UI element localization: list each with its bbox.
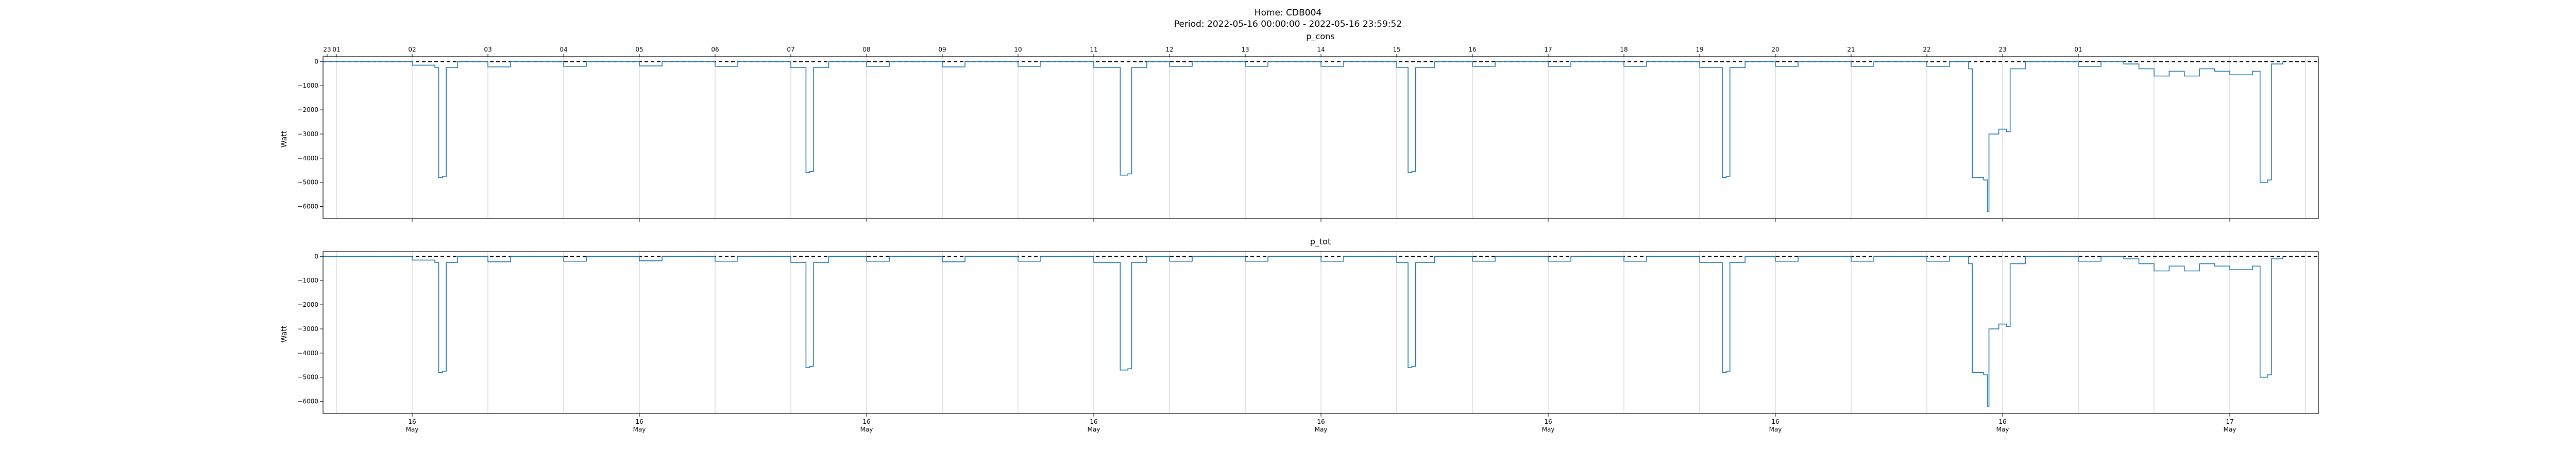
series-line-p_tot bbox=[321, 256, 2283, 407]
top-hour-label: 08 bbox=[862, 46, 870, 53]
top-hour-label: 13 bbox=[1241, 46, 1249, 53]
top-hour-label: 18 bbox=[1620, 46, 1628, 53]
top-hour-label: 15 bbox=[1393, 46, 1400, 53]
date-label-day: 16 bbox=[1317, 418, 1325, 425]
y-tick-label: −5000 bbox=[297, 374, 318, 381]
top-hour-label: 03 bbox=[484, 46, 492, 53]
chart-title-p-cons: p_cons bbox=[1306, 31, 1334, 42]
top-hour-label: 21 bbox=[1847, 46, 1855, 53]
date-label-month: May bbox=[860, 426, 873, 433]
date-label-month: May bbox=[2224, 426, 2236, 433]
date-label-day: 16 bbox=[635, 418, 643, 425]
top-hour-label: 02 bbox=[408, 46, 416, 53]
date-label-month: May bbox=[1996, 426, 2009, 433]
y-tick-label: −3000 bbox=[297, 325, 318, 333]
top-hour-label: 14 bbox=[1317, 46, 1325, 53]
top-hour-label: 19 bbox=[1696, 46, 1703, 53]
date-label-day: 16 bbox=[1998, 418, 2006, 425]
top-hour-label: 01 bbox=[332, 46, 340, 53]
date-label-month: May bbox=[1088, 426, 1100, 433]
top-hour-label: 10 bbox=[1014, 46, 1022, 53]
y-tick-label: 0 bbox=[314, 58, 318, 65]
y-axis-label-p-cons: Watt bbox=[280, 130, 289, 147]
y-tick-label: −2000 bbox=[297, 301, 318, 308]
top-hour-label: 12 bbox=[1165, 46, 1173, 53]
date-label-day: 16 bbox=[1090, 418, 1097, 425]
figure-title-home: Home: CDB004 bbox=[1255, 8, 1321, 18]
date-label-month: May bbox=[1315, 426, 1328, 433]
top-hour-label: 01 bbox=[2074, 46, 2082, 53]
y-tick-label: −2000 bbox=[297, 106, 318, 113]
y-tick-label: −1000 bbox=[297, 82, 318, 89]
top-hour-label: 04 bbox=[560, 46, 567, 53]
y-tick-label: −6000 bbox=[297, 203, 318, 210]
date-label-month: May bbox=[406, 426, 419, 433]
series-line-p_cons bbox=[321, 61, 2283, 212]
top-hour-label: 09 bbox=[938, 46, 946, 53]
y-tick-label: −6000 bbox=[297, 398, 318, 405]
date-label-day: 16 bbox=[862, 418, 870, 425]
y-tick-label: −4000 bbox=[297, 155, 318, 162]
y-tick-label: −1000 bbox=[297, 277, 318, 284]
top-hour-label: 16 bbox=[1468, 46, 1476, 53]
top-hour-label: 17 bbox=[1544, 46, 1552, 53]
top-hour-label: 23 bbox=[323, 46, 331, 53]
top-hour-label: 05 bbox=[635, 46, 643, 53]
date-label-day: 16 bbox=[408, 418, 416, 425]
y-tick-label: −4000 bbox=[297, 350, 318, 357]
date-label-month: May bbox=[1542, 426, 1555, 433]
y-tick-label: 0 bbox=[314, 253, 318, 260]
y-tick-label: −5000 bbox=[297, 179, 318, 186]
chart-panel-p-cons: p_cons Watt 0 −1000 −2000 −3000 −4000 −5000 −6… bbox=[280, 31, 2319, 222]
date-label-day: 16 bbox=[1771, 418, 1779, 425]
date-label-month: May bbox=[633, 426, 646, 433]
top-hour-label: 22 bbox=[1923, 46, 1930, 53]
top-hour-label: 11 bbox=[1090, 46, 1097, 53]
y-axis-label-p-tot: Watt bbox=[280, 325, 289, 342]
top-hour-label: 07 bbox=[787, 46, 794, 53]
y-tick-label: −3000 bbox=[297, 130, 318, 138]
top-hour-label: 20 bbox=[1771, 46, 1779, 53]
chart-panel-p-tot: p_tot Watt 0 −1000 −2000 −3000 −4000 −5000 −60… bbox=[280, 237, 2319, 433]
figure-title-period: Period: 2022-05-16 00:00:00 - 2022-05-16… bbox=[1174, 19, 1402, 29]
date-label-month: May bbox=[1769, 426, 1782, 433]
top-hour-label: 06 bbox=[711, 46, 719, 53]
date-label-day: 17 bbox=[2226, 418, 2233, 425]
chart-title-p-tot: p_tot bbox=[1310, 237, 1331, 247]
date-label-day: 16 bbox=[1544, 418, 1552, 425]
top-hour-label: 23 bbox=[1998, 46, 2006, 53]
